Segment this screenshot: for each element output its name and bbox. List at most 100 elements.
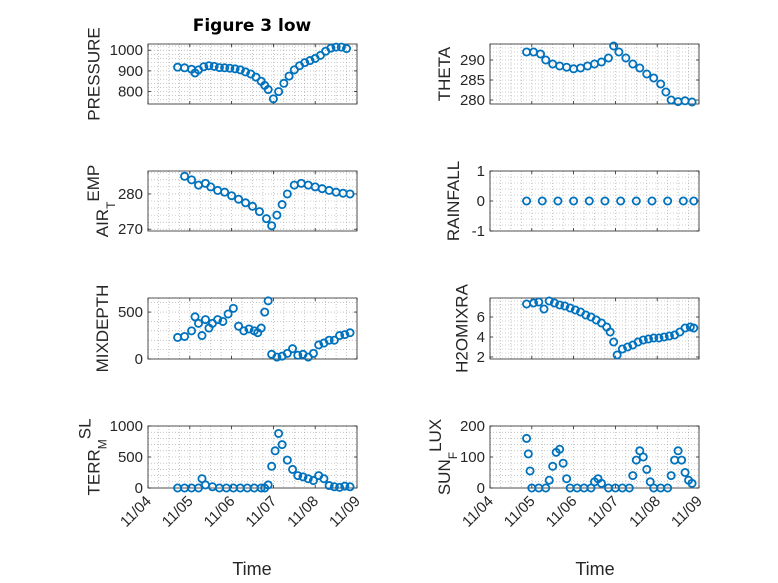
subplot-pressure-point-10 bbox=[225, 63, 235, 73]
subplot-theta-point-14 bbox=[614, 47, 624, 57]
subplot-rainfall: -1 0 1 RAINFALL bbox=[444, 161, 700, 241]
subplot-sun-flux-point-38 bbox=[687, 478, 697, 488]
subplot-mixdepth-point-29 bbox=[308, 348, 318, 358]
subplot-theta-point-12 bbox=[603, 53, 613, 63]
subplot-sun-flux-x-tick-label-0: 11/04 bbox=[459, 493, 497, 531]
subplot-h2omixra-point-17 bbox=[609, 337, 619, 347]
subplot-terr-msl-point-32 bbox=[345, 482, 355, 492]
subplot-mixdepth-point-5 bbox=[197, 331, 207, 341]
subplot-theta-point-11 bbox=[596, 57, 606, 67]
subplot-h2omixra-y-tick-label-1: 4 bbox=[477, 329, 485, 346]
subplot-h2omixra-point-5 bbox=[549, 298, 559, 308]
subplot-terr-msl-point-27 bbox=[319, 474, 329, 484]
subplot-terr-msl-point-21 bbox=[288, 464, 298, 474]
subplot-mixdepth-point-24 bbox=[282, 348, 292, 358]
subplot-pressure-point-11 bbox=[230, 64, 240, 74]
subplot-sun-flux-y-tick-label-2: 200 bbox=[460, 418, 485, 435]
subplot-mixdepth-point-10 bbox=[218, 316, 228, 326]
subplot-pressure-point-9 bbox=[220, 63, 230, 73]
subplot-sun-flux-point-32 bbox=[666, 471, 676, 481]
subplot-mixdepth-axes-box bbox=[147, 297, 358, 360]
subplot-pressure-point-19 bbox=[268, 94, 278, 104]
subplot-theta-point-21 bbox=[661, 87, 671, 97]
subplot-h2omixra-point-31 bbox=[680, 323, 690, 333]
subplot-theta-point-20 bbox=[656, 79, 666, 89]
subplot-mixdepth-point-26 bbox=[293, 350, 303, 360]
subplot-air-temp-point-1 bbox=[187, 175, 197, 185]
subplot-air-temp-point-9 bbox=[241, 198, 251, 208]
subplot-h2omixra-point-19 bbox=[617, 344, 627, 354]
subplot-air-temp-point-14 bbox=[272, 210, 282, 220]
subplot-terr-msl-point-3 bbox=[194, 483, 204, 493]
subplot-sun-flux-x-tick-label-5: 11/09 bbox=[668, 493, 706, 531]
subplot-mixdepth-point-25 bbox=[288, 344, 298, 354]
subplot-sun-flux-x-tick-label-2: 11/06 bbox=[543, 493, 581, 531]
subplot-rainfall-point-4 bbox=[584, 196, 594, 206]
subplot-pressure-point-8 bbox=[214, 63, 224, 73]
subplot-theta-y-tick-label-2: 290 bbox=[460, 52, 485, 69]
subplot-terr-msl-x-tick-label-1: 11/05 bbox=[159, 493, 197, 531]
subplot-mixdepth-point-30 bbox=[314, 340, 324, 350]
subplot-theta-ylabel: THETA bbox=[435, 46, 454, 101]
subplot-h2omixra-point-26 bbox=[654, 333, 664, 343]
subplot-terr-msl-point-24 bbox=[303, 474, 313, 484]
subplot-mixdepth-point-33 bbox=[329, 335, 339, 345]
subplot-air-temp-point-11 bbox=[254, 207, 264, 217]
subplot-air-temp-point-7 bbox=[227, 191, 237, 201]
subplot-sun-flux: 11/04 11/05 11/06 11/07 11/08 11/09 0 100 200SUN… bbox=[426, 418, 706, 531]
subplot-theta-point-2 bbox=[536, 49, 546, 59]
x-axis-label-left: Time bbox=[232, 559, 271, 579]
subplot-mixdepth-y-tick-label-1: 500 bbox=[118, 304, 143, 321]
subplot-mixdepth-point-19 bbox=[260, 307, 270, 317]
subplot-h2omixra-point-11 bbox=[581, 310, 591, 320]
subplot-h2omixra-point-23 bbox=[638, 335, 648, 345]
subplot-sun-flux-point-22 bbox=[624, 483, 634, 493]
subplot-sun-flux-ylabel: SUNFLUX bbox=[426, 419, 461, 495]
subplot-h2omixra-point-6 bbox=[555, 300, 565, 310]
subplot-terr-msl-x-tick-label-4: 11/08 bbox=[284, 493, 322, 531]
subplot-mixdepth-point-13 bbox=[234, 321, 244, 331]
subplot-mixdepth-point-6 bbox=[200, 315, 210, 325]
subplot-pressure-point-12 bbox=[235, 65, 245, 75]
subplot-h2omixra-point-28 bbox=[664, 331, 674, 341]
subplot-rainfall-y-tick-label-0: -1 bbox=[472, 223, 485, 240]
subplot-air-temp-point-15 bbox=[277, 200, 287, 210]
subplot-rainfall-point-9 bbox=[663, 196, 673, 206]
subplot-pressure-point-5 bbox=[199, 62, 209, 72]
subplot-h2omixra-point-18 bbox=[612, 350, 622, 360]
subplot-h2omixra: 2 4 6 H2OMIXRA bbox=[452, 283, 700, 373]
subplot-air-temp-point-12 bbox=[261, 214, 271, 224]
subplot-pressure-point-13 bbox=[241, 67, 251, 77]
subplot-h2omixra-point-2 bbox=[534, 297, 544, 307]
subplot-terr-msl-x-tick-label-5: 11/09 bbox=[326, 493, 364, 531]
subplot-mixdepth-point-3 bbox=[190, 312, 200, 322]
subplot-air-temp-point-6 bbox=[220, 187, 230, 197]
subplot-terr-msl-y-tick-label-2: 1000 bbox=[110, 418, 143, 435]
subplot-air-temp-point-4 bbox=[206, 182, 216, 192]
subplot-mixdepth: 0 500 MIXDEPTH bbox=[93, 285, 358, 372]
subplot-pressure-point-7 bbox=[209, 61, 219, 71]
subplot-terr-msl-x-tick-label-3: 11/07 bbox=[242, 493, 280, 531]
subplot-terr-msl-point-25 bbox=[308, 476, 318, 486]
subplot-terr-msl-x-tick-label-0: 11/04 bbox=[117, 493, 155, 531]
subplot-h2omixra-point-3 bbox=[539, 304, 549, 314]
subplot-rainfall-point-7 bbox=[631, 196, 641, 206]
subplot-sun-flux-point-5 bbox=[541, 483, 551, 493]
subplot-sun-flux-point-0 bbox=[522, 433, 532, 443]
subplot-theta-y-tick-label-1: 285 bbox=[460, 72, 485, 89]
subplot-pressure-point-30 bbox=[326, 43, 336, 53]
subplot-terr-msl-point-23 bbox=[298, 472, 308, 482]
subplot-terr-msl-point-16 bbox=[267, 461, 277, 471]
subplot-theta-point-25 bbox=[687, 97, 697, 107]
subplot-sun-flux-point-27 bbox=[642, 464, 652, 474]
subplot-theta-point-18 bbox=[642, 69, 652, 79]
subplot-mixdepth-point-34 bbox=[335, 331, 345, 341]
subplot-terr-msl-point-30 bbox=[335, 482, 345, 492]
subplot-h2omixra-ylabel: H2OMIXRA bbox=[452, 283, 471, 372]
subplot-mixdepth-point-35 bbox=[340, 330, 350, 340]
subplot-h2omixra-point-8 bbox=[565, 303, 575, 313]
subplot-rainfall-point-3 bbox=[569, 196, 579, 206]
